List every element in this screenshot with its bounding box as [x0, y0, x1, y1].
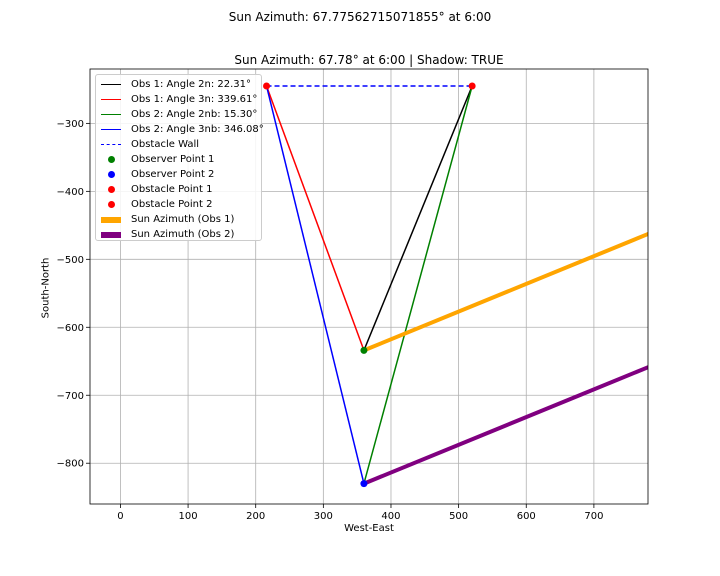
- point-marker-4: [468, 82, 476, 90]
- point-marker-1: [360, 346, 368, 354]
- y-tick-label: −700: [57, 391, 84, 402]
- legend-item: Sun Azimuth (Obs 2): [96, 227, 234, 242]
- sun-azimuth-ray-1: [363, 231, 648, 353]
- series-line-1: [363, 85, 473, 351]
- x-axis-label: West-East: [344, 523, 394, 534]
- legend-label: Obs 2: Angle 3nb: 346.08°: [131, 124, 264, 135]
- legend-swatch: [100, 230, 122, 240]
- x-tick-label: 700: [584, 511, 603, 522]
- sun-azimuth-ray-2: [363, 365, 648, 486]
- legend-item: Obstacle Point 2: [96, 197, 212, 212]
- x-tick-label: 200: [246, 511, 265, 522]
- legend-item: Obstacle Wall: [96, 137, 199, 152]
- legend-label: Observer Point 1: [131, 154, 215, 165]
- x-tick-label: 300: [314, 511, 333, 522]
- legend-swatch: [100, 140, 122, 150]
- series-group: [263, 82, 648, 488]
- legend-label: Obs 1: Angle 3n: 339.61°: [131, 94, 258, 105]
- x-tick-label: 100: [179, 511, 198, 522]
- legend-swatch: [100, 170, 122, 180]
- legend-item: Obs 1: Angle 3n: 339.61°: [96, 92, 257, 107]
- legend-item: Observer Point 1: [96, 152, 214, 167]
- legend-label: Observer Point 2: [131, 169, 215, 180]
- legend-label: Obstacle Point 1: [131, 184, 213, 195]
- point-marker-2: [360, 480, 368, 488]
- x-tick-label: 400: [381, 511, 400, 522]
- y-tick-label: −400: [57, 187, 84, 198]
- x-tick-label: 0: [117, 511, 123, 522]
- legend-label: Obs 2: Angle 2nb: 15.30°: [131, 109, 258, 120]
- legend-swatch: [100, 125, 122, 135]
- legend-label: Obstacle Point 2: [131, 199, 213, 210]
- legend-swatch: [100, 200, 122, 210]
- legend-swatch: [100, 215, 122, 225]
- legend-label: Obs 1: Angle 2n: 22.31°: [131, 79, 252, 90]
- legend-item: Observer Point 2: [96, 167, 214, 182]
- y-axis-label: South-North: [40, 257, 52, 319]
- axes-frame: [89, 68, 649, 505]
- legend-swatch: [100, 80, 122, 90]
- x-tick-label: 600: [517, 511, 536, 522]
- y-tick-label: −600: [57, 323, 84, 334]
- legend-item: Obs 1: Angle 2n: 22.31°: [96, 77, 251, 92]
- legend-swatch: [100, 155, 122, 165]
- legend: Obs 1: Angle 2n: 22.31° Obs 1: Angle 3n: …: [95, 74, 264, 242]
- legend-label: Sun Azimuth (Obs 1): [131, 214, 235, 225]
- legend-swatch: [100, 185, 122, 195]
- legend-label: Sun Azimuth (Obs 2): [131, 229, 235, 240]
- series-line-3: [363, 85, 473, 484]
- x-tick-label: 500: [449, 511, 468, 522]
- legend-swatch: [100, 110, 122, 120]
- legend-item: Obs 2: Angle 2nb: 15.30°: [96, 107, 257, 122]
- y-tick-label: −300: [57, 119, 84, 130]
- series-line-4: [265, 85, 365, 484]
- y-tick-label: −500: [57, 255, 84, 266]
- figure-suptitle: Sun Azimuth: 67.77562715071855° at 6:00: [228, 10, 492, 24]
- series-line-2: [265, 85, 365, 351]
- y-tick-label: −800: [57, 459, 84, 470]
- chart-title: Sun Azimuth: 67.78° at 6:00 | Shadow: TR…: [234, 53, 504, 67]
- legend-item: Sun Azimuth (Obs 1): [96, 212, 234, 227]
- legend-item: Obstacle Point 1: [96, 182, 212, 197]
- point-marker-3: [263, 82, 271, 90]
- legend-item: Obs 2: Angle 3nb: 346.08°: [96, 122, 264, 137]
- legend-label: Obstacle Wall: [131, 139, 200, 150]
- legend-swatch: [100, 95, 122, 105]
